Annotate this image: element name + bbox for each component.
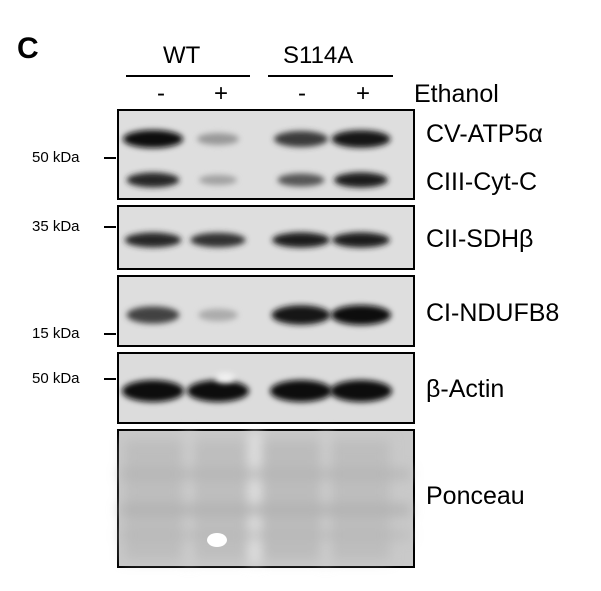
label-ci-ndufb8: CI-NDUFB8 — [426, 299, 560, 327]
lane-sign-2: + — [214, 80, 229, 107]
label-cv-atp5a: CV-ATP5α — [426, 120, 543, 148]
mw-tick-15kda — [104, 333, 116, 335]
mw-marker-35kda: 35 kDa — [32, 218, 80, 235]
lane-sign-3: - — [298, 80, 306, 107]
band-b_actin-lane-2 — [187, 380, 249, 402]
band-cv_atp5a-lane-3 — [274, 131, 328, 147]
bands-cv-atp5a — [123, 130, 391, 148]
band-ci_ndufb8-lane-4 — [331, 305, 391, 325]
group-label-wt: WT — [163, 42, 201, 69]
bands-b-actin — [122, 380, 392, 402]
band-cv_atp5a-lane-2 — [197, 133, 239, 145]
lane-sign-1: - — [157, 80, 165, 107]
label-ponceau: Ponceau — [426, 482, 525, 510]
mw-tick-50kda-top — [104, 157, 116, 159]
band-ciii_cytc-lane-3 — [277, 173, 325, 187]
mw-marker-50kda-top: 50 kDa — [32, 149, 80, 166]
panel-letter: C — [17, 32, 39, 65]
label-cii-sdhb: CII-SDHβ — [426, 225, 534, 253]
band-cv_atp5a-lane-1 — [123, 130, 183, 148]
lane-sign-4: + — [356, 80, 371, 107]
band-b_actin-lane-4 — [330, 380, 392, 402]
label-ciii-cytc: CIII-Cyt-C — [426, 168, 538, 196]
condition-label: Ethanol — [414, 80, 499, 108]
band-cv_atp5a-lane-4 — [331, 130, 391, 148]
group-label-s114a: S114A — [283, 42, 354, 69]
ponceau-artifact — [207, 533, 227, 547]
band-b_actin-lane-3 — [270, 380, 332, 402]
band-ciii_cytc-lane-2 — [198, 174, 238, 186]
ponceau-stain — [120, 432, 410, 564]
mw-marker-50kda-actin: 50 kDa — [32, 370, 80, 387]
bands-ci-ndufb8 — [126, 305, 391, 325]
band-ciii_cytc-lane-1 — [126, 172, 180, 188]
mw-marker-15kda: 15 kDa — [32, 325, 80, 342]
band-ciii_cytc-lane-4 — [334, 172, 388, 188]
group-underline-s114a — [268, 75, 393, 77]
band-cii_sdhb-lane-2 — [190, 232, 246, 248]
mw-tick-50kda-actin — [104, 378, 116, 380]
label-b-actin: β-Actin — [426, 375, 505, 403]
band-ci_ndufb8-lane-3 — [271, 305, 331, 325]
bands-cii-sdhb — [124, 232, 390, 248]
band-cii_sdhb-lane-4 — [332, 232, 390, 248]
group-underline-wt — [126, 75, 250, 77]
band-cii_sdhb-lane-3 — [272, 232, 330, 248]
mw-tick-35kda — [104, 226, 116, 228]
bands-ciii-cytc — [126, 172, 388, 188]
band-cii_sdhb-lane-1 — [124, 232, 182, 248]
band-b_actin-lane-1 — [122, 380, 184, 402]
band-ci_ndufb8-lane-1 — [126, 306, 180, 324]
band-ci_ndufb8-lane-2 — [198, 308, 238, 322]
